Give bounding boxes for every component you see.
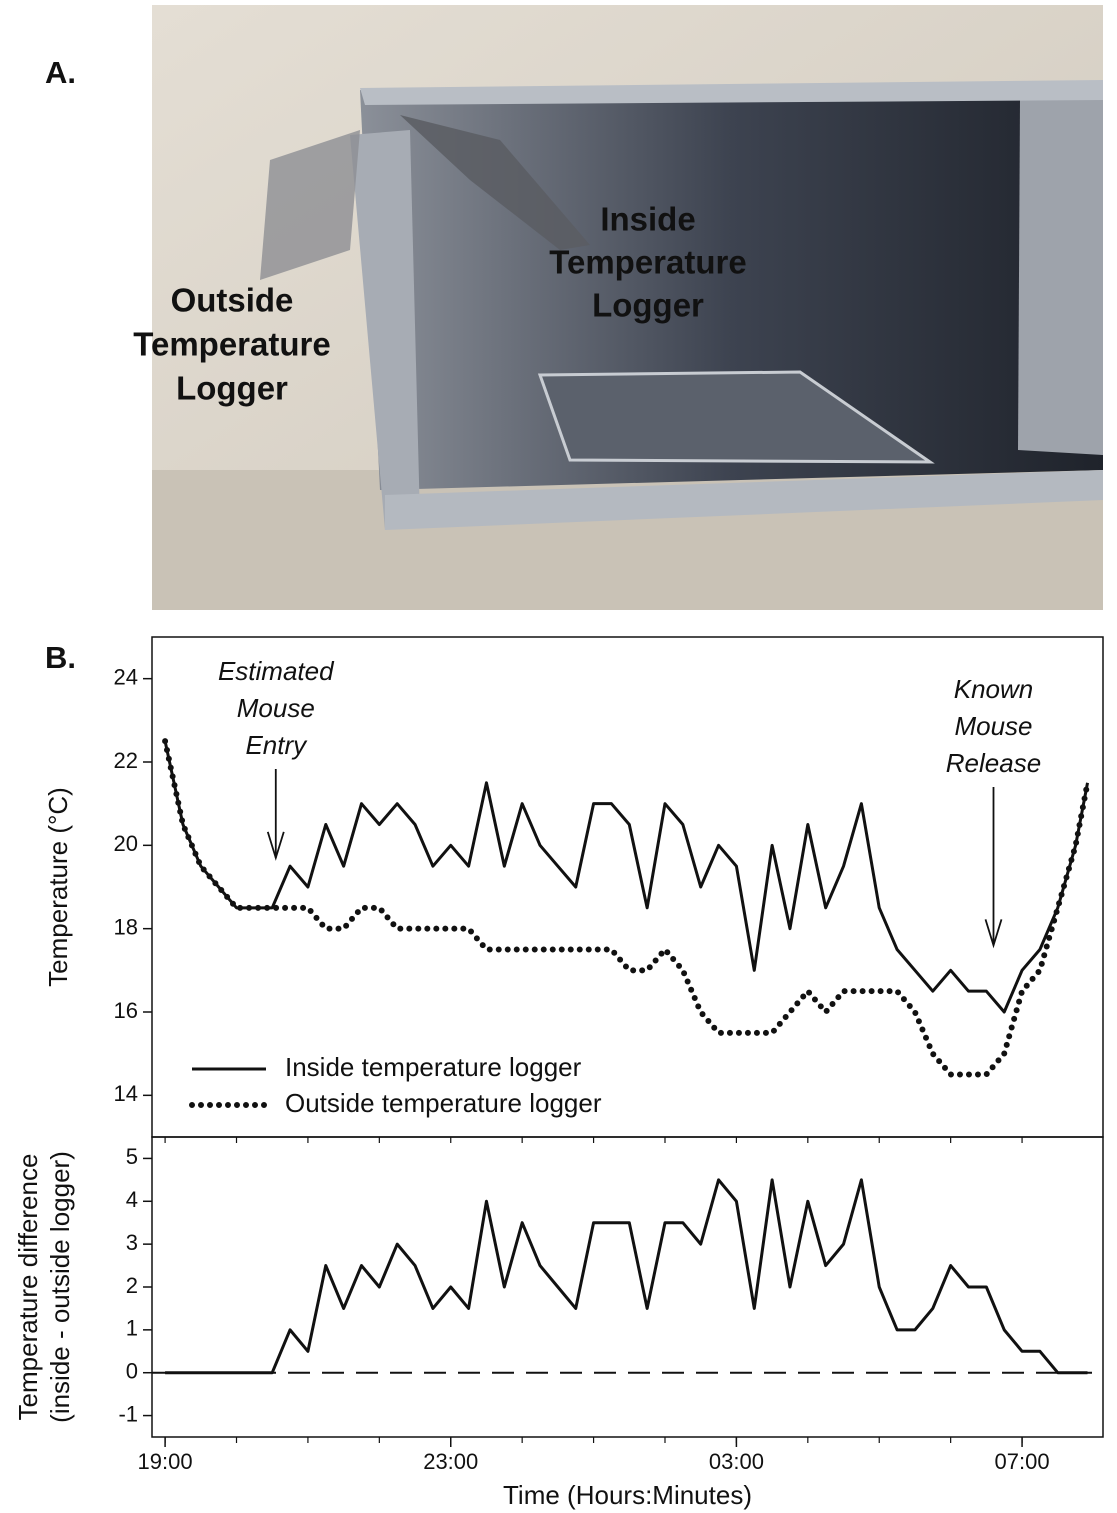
- x-tick-label: 03:00: [709, 1449, 764, 1474]
- y-tick-label: 3: [126, 1230, 138, 1255]
- photo-annotation: Temperature: [133, 326, 330, 363]
- y-tick-label: 2: [126, 1273, 138, 1298]
- x-tick-label: 23:00: [423, 1449, 478, 1474]
- annotation: Known: [954, 674, 1034, 704]
- photo-annotation: Outside: [171, 282, 294, 319]
- annotation: Estimated: [218, 656, 335, 686]
- y-axis-title: (inside - outside logger): [45, 1151, 75, 1423]
- annotation: Mouse: [237, 693, 315, 723]
- legend-label: Outside temperature logger: [285, 1088, 602, 1118]
- panel-label: A.: [45, 55, 76, 90]
- y-tick-label: 0: [126, 1359, 138, 1384]
- y-axis-title: Temperature (°C): [43, 787, 73, 987]
- y-tick-label: -1: [118, 1401, 138, 1426]
- photo-annotation: Logger: [592, 287, 704, 324]
- annotation: Release: [946, 748, 1041, 778]
- y-axis-title: Temperature difference: [13, 1154, 43, 1421]
- photo-annotation: Temperature: [549, 244, 746, 281]
- data-line: [165, 1178, 1088, 1375]
- annotation: Mouse: [954, 711, 1032, 741]
- y-tick-label: 1: [126, 1316, 138, 1341]
- annotation-arrowhead: [984, 919, 1003, 949]
- photo: [152, 5, 1103, 610]
- annotation: Entry: [245, 730, 308, 760]
- y-tick-label: 18: [114, 914, 138, 939]
- y-tick-label: 14: [114, 1081, 138, 1106]
- y-tick-label: 4: [126, 1187, 138, 1212]
- legend-label: Inside temperature logger: [285, 1052, 582, 1082]
- y-tick-label: 22: [114, 748, 138, 773]
- x-axis-title: Time (Hours:Minutes): [503, 1480, 752, 1510]
- y-tick-label: 24: [114, 664, 138, 689]
- photo-annotation: Inside: [600, 201, 695, 238]
- x-tick-label: 19:00: [138, 1449, 193, 1474]
- annotation-arrowhead: [266, 831, 285, 861]
- plot-frame: [151, 1136, 1104, 1438]
- data-line: [162, 738, 1091, 1078]
- y-tick-label: 20: [114, 831, 138, 856]
- y-tick-label: 5: [126, 1144, 138, 1169]
- panel-label: B.: [45, 640, 76, 675]
- data-line: [163, 740, 1090, 1014]
- x-tick-label: 07:00: [995, 1449, 1050, 1474]
- photo-annotation: Logger: [176, 370, 288, 407]
- y-tick-label: 16: [114, 998, 138, 1023]
